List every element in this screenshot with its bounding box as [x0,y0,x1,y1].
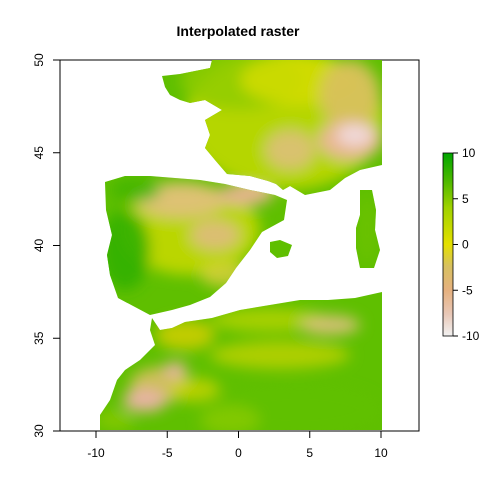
x-tick-label: 5 [306,446,313,460]
x-tick-label: -5 [162,446,173,460]
legend-colorbar [443,153,453,336]
legend-tick-label: 0 [462,238,469,252]
y-tick-label: 40 [32,239,46,253]
y-tick-label: 50 [32,53,46,67]
legend-tick-label: -10 [462,329,480,343]
x-tick-label: 10 [374,446,388,460]
x-tick-label: -10 [87,446,105,460]
x-tick-label: 0 [235,446,242,460]
y-axis: 30 35 40 45 50 [32,53,60,438]
legend-tick-label: 10 [462,146,476,160]
y-tick-label: 30 [32,424,46,438]
legend-tick-label: -5 [462,283,473,297]
color-legend: 10 5 0 -5 -10 [443,146,480,343]
y-tick-label: 35 [32,331,46,345]
plot-title: Interpolated raster [177,23,300,39]
y-tick-label: 45 [32,146,46,160]
x-axis: -10 -5 0 5 10 [87,431,388,460]
legend-tick-label: 5 [462,192,469,206]
